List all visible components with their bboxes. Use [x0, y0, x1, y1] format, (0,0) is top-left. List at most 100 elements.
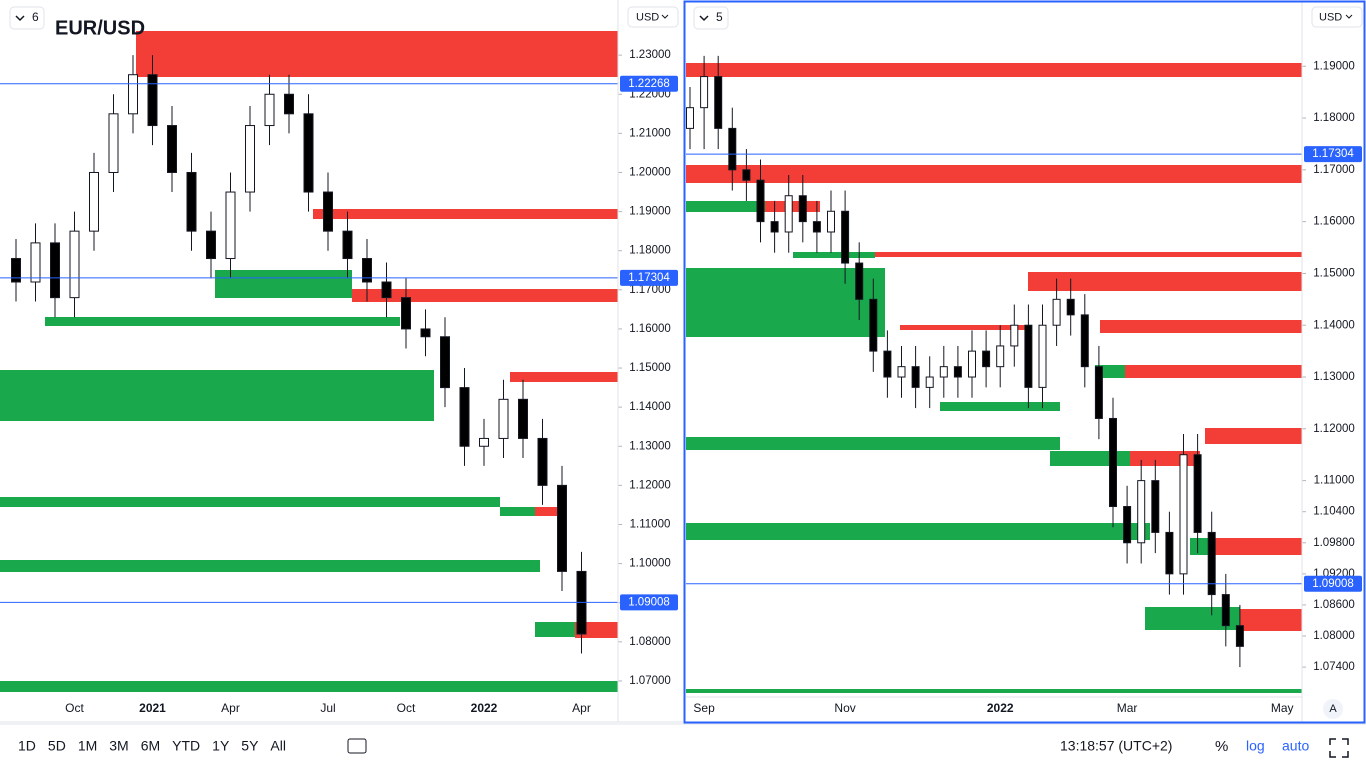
candle-body: [381, 281, 392, 299]
candle-body: [420, 328, 431, 338]
price-tag: [1304, 146, 1362, 163]
candle-body: [700, 76, 709, 109]
candle-body: [342, 230, 353, 260]
zone: [1130, 451, 1200, 466]
zone: [500, 507, 535, 516]
candle-body: [996, 345, 1005, 368]
candle-body: [69, 230, 80, 299]
candle-body: [1123, 506, 1132, 544]
y-tick-label: 1.11000: [630, 519, 671, 531]
auto-toggle[interactable]: auto: [1282, 738, 1309, 754]
price-tag-label: 1.22268: [628, 78, 670, 90]
pane-left-header[interactable]: 6 EUR/USD USD: [9, 6, 679, 39]
log-toggle[interactable]: log: [1246, 738, 1265, 754]
zone: [686, 437, 1060, 450]
y-tick-label: 1.07000: [629, 675, 671, 687]
zone: [686, 165, 1302, 183]
candle-body: [518, 398, 528, 439]
y-tick-label: 1.08000: [629, 636, 671, 648]
candle-body: [284, 93, 294, 115]
currency-button[interactable]: [1311, 6, 1363, 28]
zone: [0, 370, 434, 421]
candle-body: [1080, 314, 1089, 368]
zone: [0, 681, 618, 692]
candle-body: [401, 297, 411, 330]
candle-body: [841, 210, 850, 264]
price-tag: [1304, 575, 1362, 592]
zone: [535, 622, 575, 637]
candle-body: [784, 195, 793, 233]
candle-body: [245, 125, 255, 193]
scale-mode-button[interactable]: [1323, 699, 1343, 719]
y-tick-label: 1.21000: [629, 127, 671, 139]
zone: [352, 289, 618, 302]
candle-body: [1207, 531, 1216, 596]
candle-body: [1193, 454, 1202, 533]
y-tick-label: 1.10400: [1313, 506, 1355, 518]
scale-mode: A: [1329, 703, 1337, 715]
range-button[interactable]: YTD: [172, 738, 200, 754]
layout-button[interactable]: [693, 6, 729, 30]
zones-right: [686, 63, 1302, 693]
candle-body: [479, 437, 489, 447]
range-button[interactable]: 5Y: [241, 738, 259, 754]
pane-right-header[interactable]: 5 USD A: [693, 6, 1363, 719]
range-button[interactable]: All: [270, 738, 286, 754]
layout-button[interactable]: [9, 6, 45, 30]
candle-body: [323, 191, 333, 232]
y-tick-label: 1.13000: [1313, 371, 1355, 383]
candle-body: [756, 179, 765, 223]
candle-body: [869, 298, 878, 352]
x-tick-label: Sep: [693, 701, 715, 715]
price-tag: [620, 594, 678, 611]
candle-body: [1235, 625, 1244, 647]
zone: [1028, 272, 1302, 291]
y-tick-label: 1.16000: [629, 323, 671, 335]
zone: [1125, 365, 1302, 378]
price-tag-label: 1.09008: [1312, 578, 1354, 590]
candle-body: [30, 242, 41, 283]
candle-body: [206, 230, 216, 260]
x-tick-label: Apr: [572, 701, 591, 715]
range-button[interactable]: 3M: [109, 738, 128, 754]
price-tag: [620, 75, 678, 92]
y-tick-label: 1.08600: [1313, 599, 1355, 611]
range-button[interactable]: 5D: [48, 738, 66, 754]
x-tick-label: Apr: [221, 701, 240, 715]
percent-toggle[interactable]: %: [1215, 738, 1228, 755]
range-button[interactable]: 6M: [141, 738, 160, 754]
candle-body: [1094, 366, 1103, 419]
y-tick-label: 1.15000: [1313, 267, 1355, 279]
candle-body: [89, 171, 99, 232]
y-tick-label: 1.12000: [1313, 423, 1355, 435]
zone: [0, 497, 500, 507]
active-pane-border: [683, 0, 1366, 724]
y-tick-label: 1.19000: [1313, 60, 1355, 72]
candle-body: [147, 74, 158, 127]
candle-body: [362, 258, 372, 283]
candle-body: [1137, 480, 1146, 544]
zone: [0, 560, 540, 572]
y-tick-label: 1.09800: [1313, 537, 1355, 549]
zone: [1215, 538, 1302, 555]
y-tick-label: 1.18000: [1313, 112, 1355, 124]
range-button[interactable]: 1M: [78, 738, 97, 754]
candle-body: [982, 350, 991, 368]
candle-body: [264, 93, 275, 127]
range-button[interactable]: 1Y: [212, 738, 230, 754]
x-tick-label: Oct: [397, 701, 416, 715]
x-tick-label: 2022: [987, 701, 1014, 715]
symbol-title: EUR/USD: [55, 17, 145, 39]
range-button[interactable]: 1D: [18, 738, 36, 754]
y-tick-label: 1.15000: [629, 362, 671, 374]
candle-body: [1109, 417, 1117, 508]
candle-body: [128, 74, 138, 115]
price-tag-label: 1.17304: [1312, 148, 1354, 160]
date-range-icon[interactable]: [347, 738, 367, 754]
y-tick-label: 1.16000: [1313, 216, 1355, 228]
fullscreen-icon[interactable]: [1329, 738, 1349, 758]
currency-button[interactable]: [627, 6, 679, 28]
y-tick-label: 1.10000: [629, 558, 671, 570]
candle-body: [911, 366, 920, 388]
